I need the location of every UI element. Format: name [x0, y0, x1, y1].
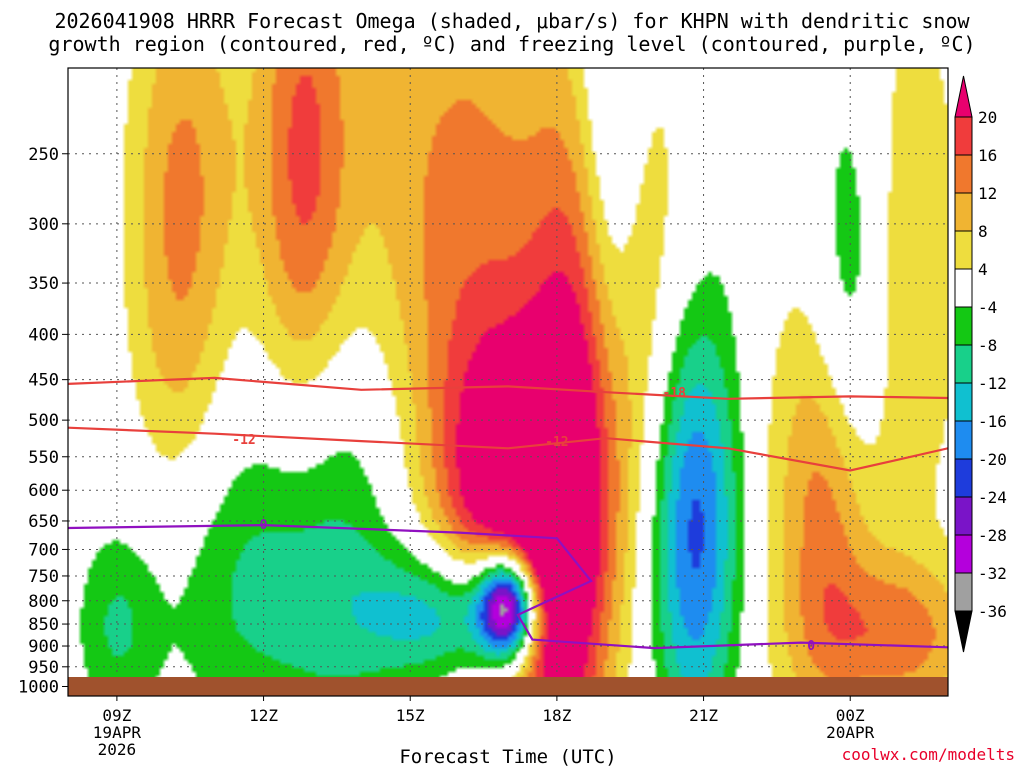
x-tick-label: 12Z	[249, 706, 278, 725]
y-tick-label: 600	[28, 481, 59, 501]
contour-label: 0	[260, 518, 268, 533]
colorbar-segment	[954, 458, 973, 498]
contour-label: -18	[662, 386, 686, 401]
contour-line	[68, 376, 948, 400]
x-tick-label: 00Z	[836, 706, 865, 725]
chart-title-line1: 2026041908 HRRR Forecast Omega (shaded, …	[54, 9, 970, 33]
y-tick-label: 400	[28, 325, 59, 345]
colorbar-tick-label: 12	[978, 184, 997, 203]
colorbar-segment	[954, 116, 973, 156]
contour-label: 0	[807, 639, 815, 654]
x-tick-label: 09Z	[102, 706, 131, 725]
y-axis: 2503003504004505005506006507007508008509…	[18, 145, 68, 698]
contour-label: -12	[545, 435, 568, 450]
x-tick-label: 21Z	[689, 706, 718, 725]
y-tick-label: 550	[28, 448, 59, 468]
chart-title-line2: growth region (contoured, red, ºC) and f…	[48, 32, 976, 56]
colorbar-segment	[954, 306, 973, 346]
x-tick-label: 15Z	[396, 706, 425, 725]
x-axis-label: Forecast Time (UTC)	[399, 746, 616, 768]
y-tick-label: 300	[28, 215, 59, 235]
colorbar-segment	[954, 534, 973, 574]
colorbar-segment	[954, 382, 973, 422]
y-tick-label: 350	[28, 274, 59, 294]
colorbar-tick-label: -16	[978, 412, 1007, 431]
contour-line	[68, 426, 948, 472]
colorbar-segment	[954, 572, 973, 612]
colorbar-segment	[954, 154, 973, 194]
x-tick-sublabel: 2026	[98, 740, 137, 759]
colorbar-tick-label: -28	[978, 526, 1007, 545]
colorbar-tick-label: 16	[978, 146, 997, 165]
credit-link[interactable]: coolwx.com/modelts	[842, 745, 1015, 764]
colorbar-tick-label: -20	[978, 450, 1007, 469]
colorbar-tick-label: -12	[978, 374, 1007, 393]
y-tick-label: 650	[28, 512, 59, 532]
colorbar-arrow-top	[954, 75, 973, 118]
colorbar-arrow-bottom	[954, 610, 973, 653]
colorbar-segment	[954, 192, 973, 232]
y-tick-label: 700	[28, 540, 59, 560]
y-tick-label: 250	[28, 145, 59, 165]
y-tick-label: 750	[28, 567, 59, 587]
y-tick-label: 900	[28, 637, 59, 657]
temperature-contours: -18 -12 -12 0 0	[68, 376, 948, 654]
x-tick-sublabel: 19APR	[93, 723, 142, 742]
y-tick-label: 450	[28, 371, 59, 391]
colorbar-tick-label: 4	[978, 260, 988, 279]
colorbar-tick-label: -36	[978, 602, 1007, 621]
y-tick-label: 950	[28, 658, 59, 678]
colorbar-segment	[954, 230, 973, 270]
plot-area: -18 -12 -12 0 0	[67, 67, 949, 697]
y-tick-label: 800	[28, 592, 59, 612]
colorbar-segment	[954, 268, 973, 308]
x-tick-label: 18Z	[542, 706, 571, 725]
y-tick-label: 1000	[18, 678, 59, 698]
y-tick-label: 500	[28, 411, 59, 431]
colorbar-segment	[954, 496, 973, 536]
y-tick-label: 850	[28, 615, 59, 635]
colorbar-tick-label: 8	[978, 222, 988, 241]
colorbar-tick-label: 20	[978, 108, 997, 127]
colorbar-tick-label: -24	[978, 488, 1007, 507]
colorbar-tick-label: -4	[978, 298, 997, 317]
colorbar-segment	[954, 420, 973, 460]
contour-label: -12	[232, 433, 255, 448]
colorbar-tick-label: -8	[978, 336, 997, 355]
ground-surface	[68, 677, 948, 696]
x-tick-sublabel: 20APR	[826, 723, 875, 742]
colorbar-tick-label: -32	[978, 564, 1007, 583]
colorbar-segment	[954, 344, 973, 384]
colorbar: 20 16 12 8 4 -4 -8 -12 -16 -20 -24 -28 -32 -36	[954, 75, 1007, 653]
contour-line	[68, 523, 948, 650]
omega-shading	[68, 68, 948, 696]
